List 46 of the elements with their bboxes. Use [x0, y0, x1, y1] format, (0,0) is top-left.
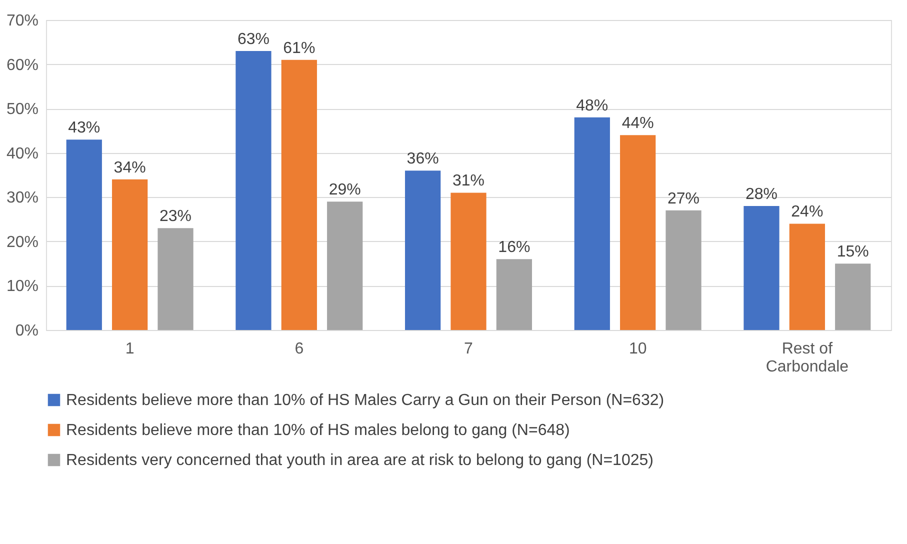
bar: [574, 117, 610, 330]
bar: [405, 170, 441, 330]
data-label: 28%: [745, 186, 778, 203]
data-label: 29%: [328, 182, 361, 199]
bar: [620, 135, 656, 330]
data-label: 44%: [622, 115, 654, 132]
y-tick-label: 10%: [6, 278, 38, 296]
x-tick-label: 7: [464, 340, 474, 358]
data-label: 15%: [836, 244, 869, 261]
y-tick-label: 20%: [6, 234, 38, 251]
bar: [66, 140, 102, 330]
data-label: 23%: [159, 208, 192, 226]
y-tick-label: 40%: [6, 145, 38, 162]
data-label: 31%: [452, 172, 485, 190]
y-tick-label: 50%: [6, 101, 38, 118]
x-tick-label: 6: [294, 340, 304, 358]
x-tick-label: Rest of Carbondale: [766, 340, 849, 376]
data-label: 48%: [576, 97, 608, 114]
legend-label: Residents believe more than 10% of HS Males Carry a Gun on their Person (N=632): [66, 392, 664, 409]
data-label: 63%: [237, 31, 270, 48]
data-label: 43%: [68, 120, 100, 137]
data-label: 16%: [498, 239, 530, 256]
bar: [112, 179, 148, 330]
y-tick-label: 0%: [15, 322, 38, 340]
bar: [744, 206, 780, 330]
y-tick-label: 60%: [6, 56, 38, 74]
bar: [835, 264, 871, 330]
legend-label: Residents very concerned that youth in area are at risk to belong to gang (N=1025): [66, 452, 654, 469]
bar: [281, 60, 317, 330]
legend-label: Residents believe more than 10% of HS males belong to gang (N=648): [66, 422, 570, 439]
bar: [158, 228, 194, 330]
bar: [236, 51, 272, 330]
data-label: 24%: [791, 204, 824, 221]
y-tick-label: 70%: [6, 12, 38, 30]
bar: [327, 202, 363, 330]
data-label: 61%: [283, 40, 316, 57]
data-label: 27%: [668, 190, 700, 208]
bar: [496, 259, 532, 330]
data-label: 36%: [406, 150, 439, 168]
x-tick-label: 10: [628, 340, 647, 358]
x-tick-label: 1: [125, 340, 134, 358]
bar: [450, 192, 486, 330]
bar: [789, 224, 825, 330]
bar: [666, 210, 702, 330]
data-label: 34%: [114, 159, 146, 176]
y-tick-label: 30%: [6, 190, 38, 207]
